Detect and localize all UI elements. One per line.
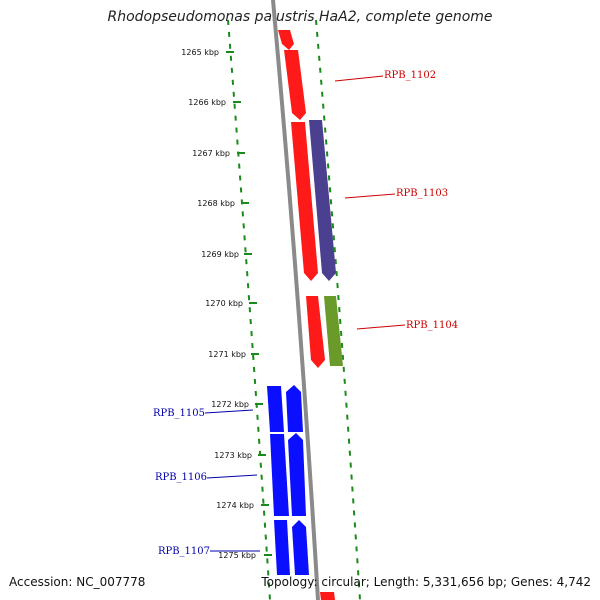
gene-label-rpb-1107: RPB_1107 [158,546,210,557]
gene-rpb-1107b [292,520,309,575]
tick-label: 1265 kbp [181,48,219,57]
tick-marks [226,51,272,556]
gene-rpb-1105a [267,386,284,432]
tick-label: 1270 kbp [205,299,243,308]
label-leaders [204,75,406,552]
gene-label-rpb-1102: RPB_1102 [384,70,436,81]
tick-label: 1273 kbp [214,451,252,460]
gene-rpb-1101 [278,30,294,50]
gene-rpb-1104a [306,296,325,368]
tick-label: 1275 kbp [218,551,256,560]
gene-label-rpb-1105: RPB_1105 [153,408,205,419]
gene-rpb-1102 [284,50,306,120]
forward-genes [278,30,343,600]
tick-label: 1272 kbp [211,400,249,409]
gene-rpb-1103a [291,122,318,281]
accession-text: Accession: NC_007778 [9,575,146,589]
reverse-genes [267,385,309,575]
gene-rpb-1106b [288,433,306,516]
tick-label: 1271 kbp [208,350,246,359]
gene-rpb-1104 [324,296,343,366]
gene-labels: RPB_1102 RPB_1103 RPB_1104 RPB_1105 RPB_… [153,70,458,557]
gene-rpb-1106a [270,434,289,516]
gene-rpb-1103 [309,120,336,281]
tick-label: 1269 kbp [201,250,239,259]
map-title: Rhodopseudomonas palustris HaA2, complet… [107,9,493,25]
gene-rpb-1105b [286,385,303,432]
genome-summary-text: Topology: circular; Length: 5,331,656 bp… [261,575,591,589]
tick-label: 1274 kbp [216,501,254,510]
gene-rpb-1107a [274,520,290,575]
tick-label: 1267 kbp [192,149,230,158]
inner-dot-ring [315,19,361,600]
gene-label-rpb-1106: RPB_1106 [155,472,207,483]
gene-label-rpb-1104: RPB_1104 [406,320,458,331]
genome-backbone [271,0,320,600]
gene-rpb-1108 [320,592,335,600]
tick-labels: 1265 kbp 1266 kbp 1267 kbp 1268 kbp 1269… [181,48,256,560]
outer-dot-ring [227,19,271,600]
tick-label: 1266 kbp [188,98,226,107]
gene-label-rpb-1103: RPB_1103 [396,188,448,199]
tick-label: 1268 kbp [197,199,235,208]
